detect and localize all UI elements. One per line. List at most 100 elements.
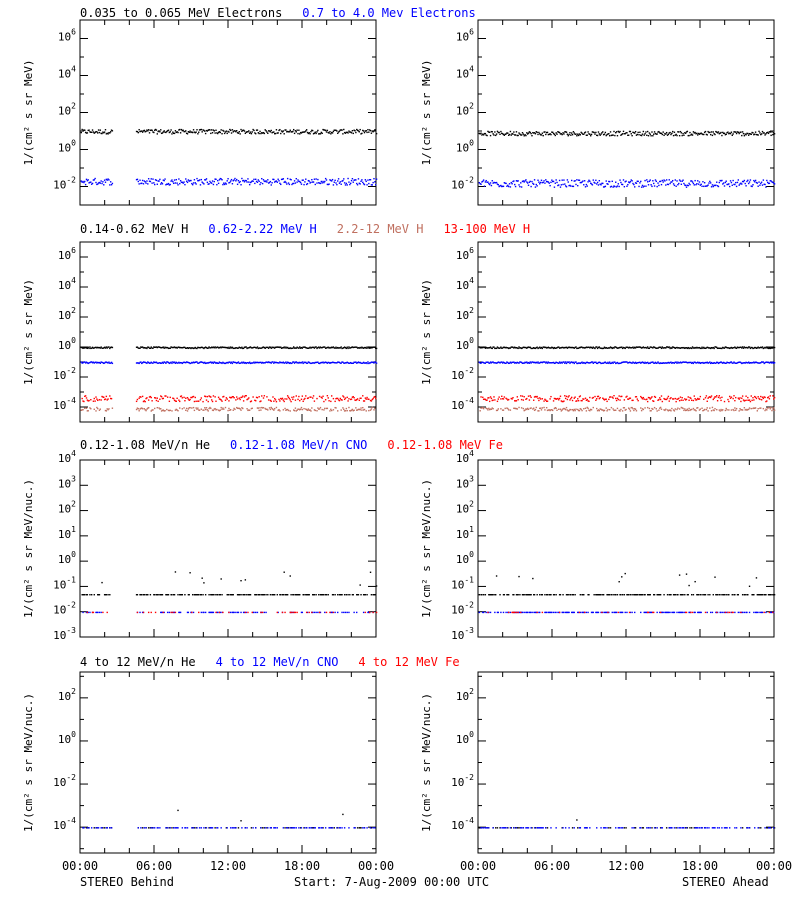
series-points bbox=[479, 406, 776, 412]
data-point bbox=[364, 594, 367, 596]
y-tick-base: 10 bbox=[456, 249, 469, 262]
data-points bbox=[82, 809, 376, 829]
data-point bbox=[605, 134, 607, 137]
data-point bbox=[589, 133, 591, 136]
data-point bbox=[301, 611, 304, 614]
data-point bbox=[569, 594, 571, 596]
data-point bbox=[221, 594, 223, 596]
data-point bbox=[688, 182, 690, 185]
data-point bbox=[185, 361, 187, 364]
data-point bbox=[583, 611, 586, 614]
data-point bbox=[160, 395, 163, 398]
data-point bbox=[722, 347, 725, 349]
data-point bbox=[690, 347, 693, 350]
data-point bbox=[97, 346, 99, 349]
data-point bbox=[353, 361, 355, 363]
data-point bbox=[672, 179, 674, 182]
data-point bbox=[83, 594, 85, 596]
data-point bbox=[250, 347, 253, 349]
data-point bbox=[315, 361, 317, 364]
data-point bbox=[355, 346, 357, 348]
data-point bbox=[315, 594, 317, 596]
data-point bbox=[206, 395, 209, 398]
data-point bbox=[570, 361, 572, 363]
data-point bbox=[316, 397, 318, 400]
data-point bbox=[694, 409, 696, 411]
data-point bbox=[343, 611, 345, 614]
y-tick-base: 10 bbox=[456, 31, 469, 44]
data-point bbox=[234, 347, 236, 350]
data-point bbox=[85, 347, 88, 349]
data-point bbox=[668, 409, 670, 411]
data-point bbox=[284, 362, 286, 364]
data-point bbox=[337, 397, 339, 400]
data-point bbox=[611, 180, 613, 183]
data-point bbox=[655, 408, 657, 410]
data-point bbox=[722, 409, 724, 411]
data-point bbox=[292, 346, 295, 348]
data-point bbox=[141, 346, 143, 349]
data-point bbox=[706, 400, 708, 402]
data-point bbox=[185, 347, 187, 350]
data-point bbox=[204, 132, 207, 135]
y-tick-exponent: 0 bbox=[71, 336, 76, 345]
data-point bbox=[104, 409, 107, 412]
data-point bbox=[139, 179, 141, 181]
data-point bbox=[218, 131, 221, 133]
data-point bbox=[511, 183, 513, 185]
data-point bbox=[565, 131, 568, 133]
data-point bbox=[559, 347, 562, 349]
data-point bbox=[302, 131, 304, 133]
data-point bbox=[368, 362, 370, 365]
data-point bbox=[222, 361, 224, 364]
data-point bbox=[482, 611, 484, 614]
data-point bbox=[230, 178, 233, 181]
data-point bbox=[492, 133, 494, 135]
data-point bbox=[593, 347, 595, 349]
data-point bbox=[181, 347, 184, 349]
data-point bbox=[704, 397, 707, 399]
data-point bbox=[144, 181, 146, 183]
data-point bbox=[231, 183, 234, 185]
data-point bbox=[599, 594, 601, 596]
data-point bbox=[196, 408, 198, 410]
data-point bbox=[147, 407, 149, 409]
data-point bbox=[313, 362, 316, 364]
data-point bbox=[603, 361, 606, 364]
data-point bbox=[611, 396, 613, 398]
data-point bbox=[164, 395, 166, 397]
data-point bbox=[580, 408, 582, 411]
data-point bbox=[490, 408, 493, 410]
data-point bbox=[507, 407, 509, 410]
series-points bbox=[478, 130, 776, 137]
data-point bbox=[495, 133, 498, 135]
data-point bbox=[236, 178, 238, 181]
data-point bbox=[90, 361, 92, 363]
data-point bbox=[575, 133, 577, 135]
data-point bbox=[662, 131, 664, 133]
data-point bbox=[644, 611, 646, 614]
data-point bbox=[520, 395, 522, 397]
data-point bbox=[679, 594, 682, 596]
data-point bbox=[773, 396, 776, 399]
data-point bbox=[554, 347, 556, 349]
data-point bbox=[232, 347, 234, 350]
data-point bbox=[272, 594, 274, 596]
data-point bbox=[634, 407, 636, 410]
data-point bbox=[514, 400, 517, 402]
data-point bbox=[763, 396, 765, 398]
data-point bbox=[279, 128, 281, 131]
data-point bbox=[340, 346, 342, 348]
data-point bbox=[98, 409, 101, 411]
data-point bbox=[362, 347, 365, 349]
data-point bbox=[298, 408, 300, 410]
data-point bbox=[572, 346, 575, 349]
data-point bbox=[220, 129, 222, 131]
data-point bbox=[769, 131, 771, 133]
data-point bbox=[243, 130, 246, 132]
data-point bbox=[625, 132, 627, 134]
data-point bbox=[236, 396, 238, 398]
data-point bbox=[619, 399, 621, 401]
data-point bbox=[147, 361, 149, 363]
data-point bbox=[273, 362, 275, 364]
